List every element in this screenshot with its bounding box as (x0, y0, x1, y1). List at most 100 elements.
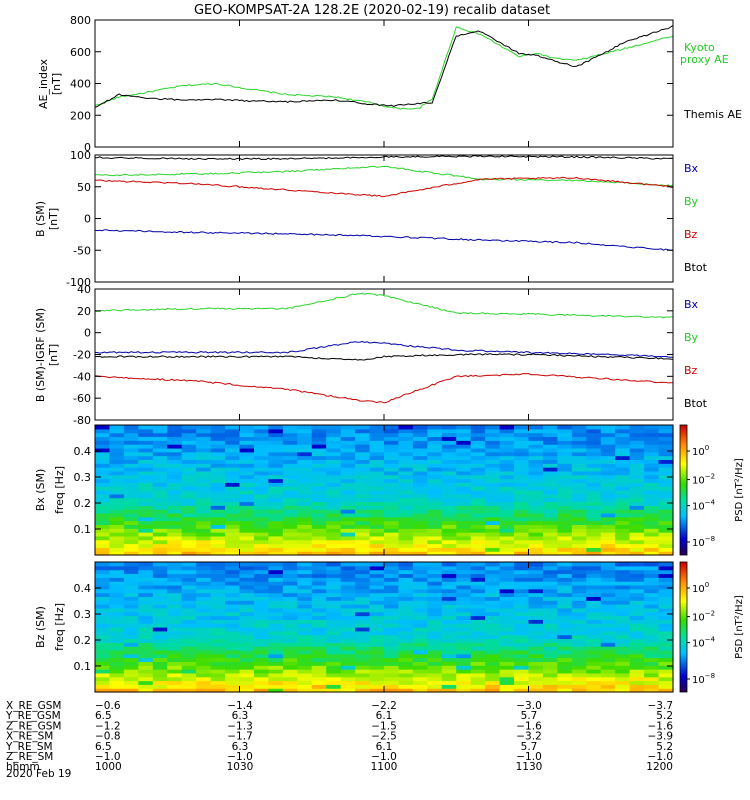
spec_bz-cell (253, 634, 269, 640)
spec_bz-cell (542, 642, 558, 647)
orbit-row-label: X_RE_GSM (6, 700, 61, 712)
spec_bx-cell (340, 467, 356, 472)
spec_bx-cell (586, 520, 602, 526)
spec_bx-cell (600, 512, 616, 518)
spec_bz-cell (268, 653, 284, 659)
spec_bz-cell (239, 588, 255, 594)
spec_bx-cell (196, 490, 212, 495)
spec_bx-cell (167, 524, 183, 529)
spec_bz-cell (239, 661, 255, 666)
spec_bz-cell (326, 600, 342, 605)
spec_bx-cell (369, 459, 385, 464)
spec_bz-cell (369, 611, 385, 617)
spec_bz-cell (239, 672, 255, 678)
spec_bz-cell (340, 672, 356, 678)
spec_bx-cell (181, 428, 197, 434)
spec_bz-cell (167, 604, 183, 609)
spec_bz-cell (644, 611, 660, 617)
spec_bx-cell (629, 463, 645, 468)
spec_bx-cell (297, 551, 313, 556)
spec_bx-cell (499, 486, 515, 491)
spec_bz-cell (658, 573, 674, 578)
spec_bz-cell (412, 627, 428, 632)
spec_bz-cell (600, 653, 616, 659)
spec_bz-cell (355, 642, 371, 647)
spec_bz-cell (181, 623, 197, 628)
spec_bx-cell (152, 528, 168, 533)
spec_bz-cell (355, 615, 371, 620)
spec_bx-cell (196, 432, 212, 438)
spec_bx-cell (542, 547, 558, 552)
spec_bz-cell (542, 653, 558, 659)
spec_bx-cell (427, 428, 443, 434)
spec_bz-cell (571, 669, 587, 674)
spec_bz-cell (196, 646, 212, 651)
spec_bx-cell (586, 516, 602, 522)
spec_bz-cell (600, 627, 616, 632)
spec_bx-cell (485, 547, 501, 552)
spec_bx-cell (441, 459, 457, 464)
spec_bx-cell (514, 528, 530, 533)
spec_bz-cell (253, 619, 269, 624)
spec_bx-cell (123, 444, 139, 449)
ae-ytick-label: 0 (84, 141, 91, 154)
spec_bz-cell (369, 588, 385, 594)
spec_bx-cell (644, 528, 660, 533)
spec_bz-cell (282, 569, 298, 575)
spec_bx-cell (340, 428, 356, 434)
spec_bx-cell (282, 528, 298, 533)
spec_bz-cell (398, 684, 414, 689)
spec_bz-cell (282, 584, 298, 590)
spec_bz-cell (369, 653, 385, 659)
spec_bx-cell (196, 535, 212, 541)
spec_bx-cell (485, 467, 501, 472)
spec_bx-cell (571, 482, 587, 487)
spec_bz-cell (326, 657, 342, 663)
spec_bx-cell (369, 520, 385, 526)
spec_bz-cell (571, 688, 587, 693)
spec_bz-cell (297, 623, 313, 628)
spec_bx-cell (167, 455, 183, 461)
spec_bz-cell (514, 577, 530, 582)
spec_bx-cell (282, 535, 298, 541)
spec_bx-cell (398, 551, 414, 556)
spec_bx-cell (427, 516, 443, 522)
spec_bz-cell (398, 592, 414, 598)
spec_bz-cell (384, 688, 400, 693)
spec_bx-cell (138, 467, 154, 472)
spec_bz-cell (542, 669, 558, 674)
bigrf-ytick-label: 0 (84, 327, 91, 340)
spec_bz-cell (123, 676, 139, 682)
spec_bz-cell (123, 584, 139, 590)
spec_bx-cell (499, 474, 515, 480)
spec_bx-cell (644, 440, 660, 445)
spec_bx-cell (485, 551, 501, 556)
spec_bz-cell (658, 669, 674, 674)
spec_bz-cell (109, 565, 125, 571)
spec_bz-cell (311, 657, 327, 663)
spec_bz-cell (528, 573, 544, 578)
spec_bz-cell (485, 665, 501, 670)
spec_bz-cell (297, 688, 313, 693)
spec_bz-cell (557, 646, 573, 651)
spec_bx-cell (152, 425, 168, 430)
spec_bz-cell (629, 669, 645, 674)
spec_bz-cell (528, 642, 544, 647)
spec_bx-cell (629, 512, 645, 518)
spec_bz-cell (384, 588, 400, 594)
spec_bz-cell (658, 634, 674, 640)
spec_bx-cell (355, 455, 371, 461)
spec_bz-cell (152, 600, 168, 605)
spec_bz-cell (456, 638, 472, 643)
spec_bx-cell (384, 551, 400, 556)
spec_bx-cell (427, 436, 443, 441)
spec_bz-cell (542, 584, 558, 590)
spec_bz-cell (644, 607, 660, 613)
spec_bx-cell (282, 432, 298, 438)
spec_bz-cell (123, 600, 139, 605)
spec_bx-cell (412, 516, 428, 522)
spec_bx-cell (586, 524, 602, 529)
spec_bx-cell (196, 436, 212, 441)
spec_bx-cell (95, 447, 111, 453)
